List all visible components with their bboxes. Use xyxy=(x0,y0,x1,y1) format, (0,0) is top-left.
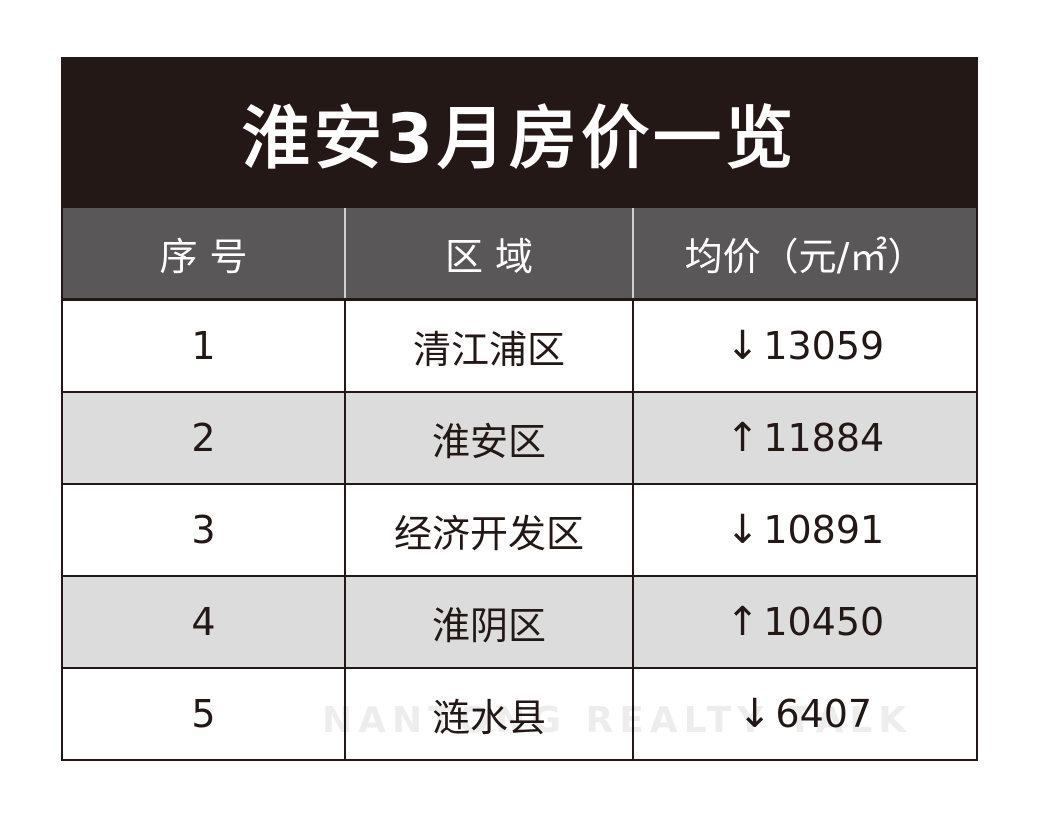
cell-price: ↑ 11884 xyxy=(634,393,976,483)
header-price: 均价（元/㎡） xyxy=(684,234,926,279)
cell-district: 淮安区 xyxy=(346,393,634,483)
table-row: 3 经济开发区 ↓ 10891 xyxy=(63,485,976,577)
table-row: 5 涟水县 ↓ 6407 xyxy=(63,669,976,761)
cell-index: 5 xyxy=(63,669,346,759)
header-index: 序 号 xyxy=(63,208,346,298)
cell-district: 清江浦区 xyxy=(346,301,634,391)
table-row: 2 淮安区 ↑ 11884 xyxy=(63,393,976,485)
price-value: 10450 xyxy=(763,600,885,644)
cell-index: 1 xyxy=(63,301,346,391)
trend-down-icon: ↓ xyxy=(725,323,760,369)
header-district: 区 域 xyxy=(346,208,634,298)
price-value: 13059 xyxy=(763,324,885,368)
cell-district: 经济开发区 xyxy=(346,485,634,575)
cell-index: 4 xyxy=(63,577,346,667)
trend-down-icon: ↓ xyxy=(725,507,760,553)
price-table: 淮安3月房价一览 序 号 区 域 均价（元/㎡） 1 清江浦区 ↓ 13059 2… xyxy=(61,57,978,761)
cell-index: 3 xyxy=(63,485,346,575)
cell-price: ↓ 13059 xyxy=(634,301,976,391)
table-row: 4 淮阴区 ↑ 10450 xyxy=(63,577,976,669)
cell-index: 2 xyxy=(63,393,346,483)
price-value: 6407 xyxy=(775,692,873,736)
trend-down-icon: ↓ xyxy=(737,691,772,737)
cell-price: ↓ 10891 xyxy=(634,485,976,575)
cell-price: ↓ 6407 xyxy=(634,669,976,759)
trend-up-icon: ↑ xyxy=(725,415,760,461)
table-title: 淮安3月房价一览 xyxy=(61,57,978,208)
table-row: 1 清江浦区 ↓ 13059 xyxy=(63,301,976,393)
cell-district: 涟水县 xyxy=(346,669,634,759)
cell-district: 淮阴区 xyxy=(346,577,634,667)
price-value: 10891 xyxy=(763,508,885,552)
trend-up-icon: ↑ xyxy=(725,599,760,645)
price-value: 11884 xyxy=(763,416,885,460)
cell-price: ↑ 10450 xyxy=(634,577,976,667)
table-header-row: 序 号 区 域 均价（元/㎡） xyxy=(63,208,976,301)
